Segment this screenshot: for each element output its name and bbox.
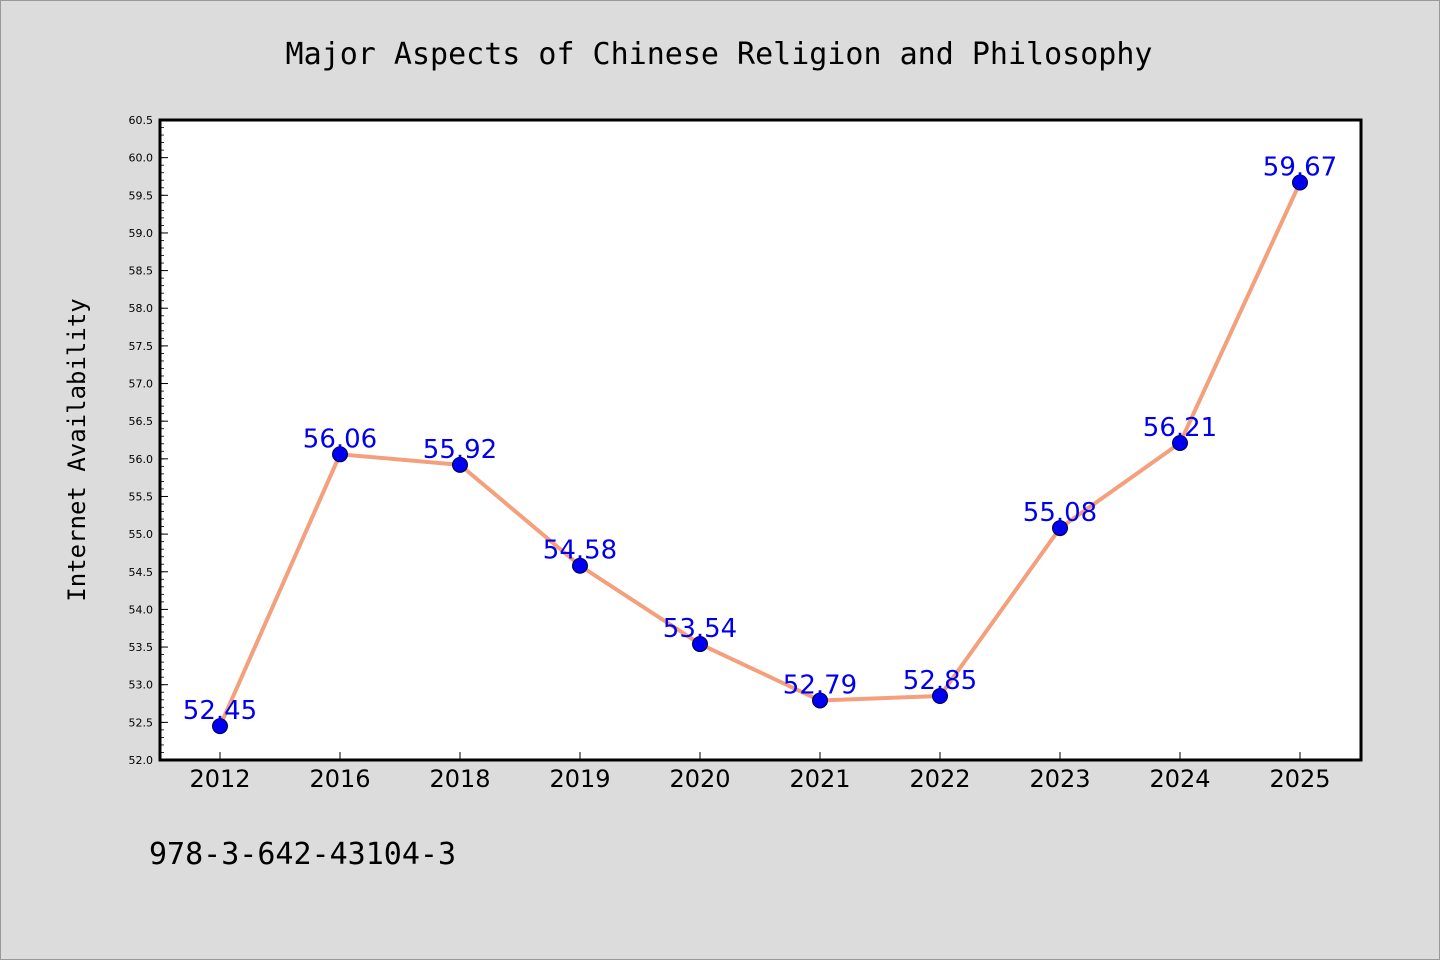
y-tick-label: 55.0 <box>129 528 154 541</box>
x-tick-label: 2022 <box>909 765 970 793</box>
data-point <box>332 446 348 463</box>
x-tick-label: 2024 <box>1149 765 1210 793</box>
data-point <box>932 688 948 704</box>
y-tick-label: 59.5 <box>129 189 154 202</box>
y-tick-label: 53.0 <box>129 679 154 692</box>
series-layer: 52.45 56.06 55.92 54.58 53.54 52.79 52.85 55.08… <box>183 152 1337 735</box>
data-point <box>812 692 828 709</box>
data-point <box>692 636 708 653</box>
y-tick-label: 57.0 <box>129 378 154 391</box>
data-point <box>212 718 228 735</box>
data-point <box>1292 174 1308 191</box>
y-tick-label: 52.5 <box>129 716 154 729</box>
data-label: 54.58 <box>543 536 617 566</box>
data-label: 53.54 <box>663 614 737 644</box>
x-tick-label: 2021 <box>789 765 850 793</box>
x-tick-label: 2019 <box>549 765 610 793</box>
y-axis-label: Internet Availability <box>63 298 91 601</box>
y-tick-label: 55.5 <box>129 490 154 503</box>
y-tick-label: 54.5 <box>129 566 154 579</box>
y-tick-label: 56.0 <box>129 453 154 466</box>
y-axis-ticks: 52.0 52.5 53.0 53.5 54.0 54.5 55.0 55.5 56.0 56.5… <box>129 114 168 767</box>
data-label: 56.21 <box>1143 413 1217 443</box>
data-label: 56.06 <box>303 424 377 454</box>
data-point <box>452 456 468 473</box>
y-tick-label: 60.0 <box>129 152 154 165</box>
x-tick-label: 2012 <box>189 765 250 793</box>
y-tick-label: 57.5 <box>129 340 154 353</box>
x-tick-label: 2016 <box>309 765 370 793</box>
y-tick-label: 52.0 <box>129 754 154 767</box>
y-tick-label: 53.5 <box>129 641 154 654</box>
y-tick-label: 59.0 <box>129 227 154 240</box>
data-point <box>572 557 588 574</box>
axes-frame <box>158 118 1363 762</box>
isbn-annotation: 978-3-642-43104-3 <box>149 837 456 872</box>
data-label: 55.08 <box>1023 498 1097 528</box>
y-tick-label: 60.5 <box>129 114 154 127</box>
x-tick-label: 2025 <box>1269 765 1330 793</box>
data-label: 52.45 <box>183 696 257 726</box>
series-line <box>218 180 1302 729</box>
data-label: 59.67 <box>1263 152 1337 182</box>
x-tick-label: 2020 <box>669 765 730 793</box>
y-tick-label: 58.5 <box>129 265 154 278</box>
data-point <box>1172 435 1188 452</box>
x-axis-ticks: 2012 2016 2018 2019 2020 2021 2022 2023 2024 2025 <box>189 752 1331 793</box>
x-tick-label: 2018 <box>429 765 490 793</box>
chart-title: Major Aspects of Chinese Religion and Ph… <box>286 37 1153 72</box>
data-label: 52.85 <box>903 666 977 696</box>
y-tick-label: 58.0 <box>129 302 154 315</box>
data-label: 52.79 <box>783 671 857 701</box>
data-point <box>1052 520 1068 537</box>
plot-area <box>160 120 1361 760</box>
y-tick-label: 56.5 <box>129 415 154 428</box>
x-tick-label: 2023 <box>1029 765 1090 793</box>
data-label: 55.92 <box>423 435 497 465</box>
y-tick-label: 54.0 <box>129 603 154 616</box>
